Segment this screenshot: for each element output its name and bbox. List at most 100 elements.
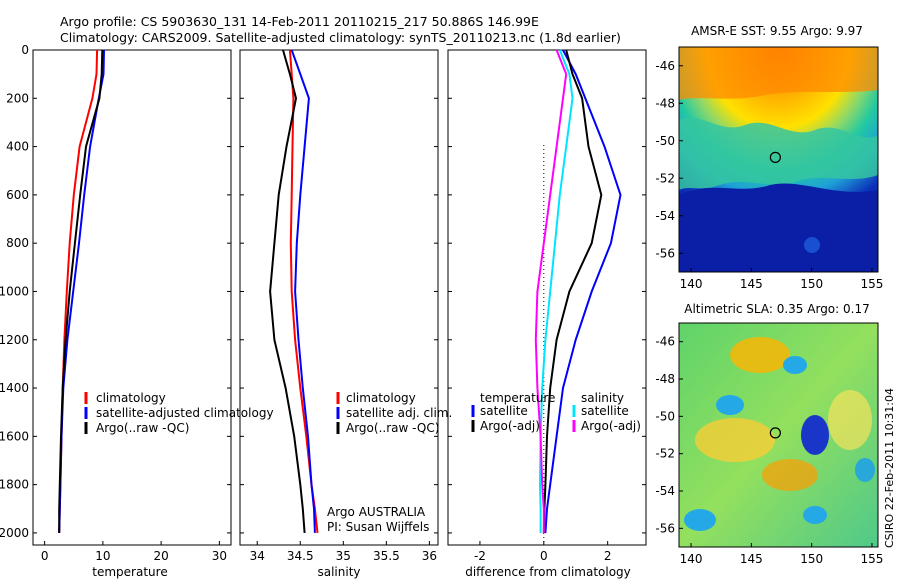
map-x-tick-label: 145 [740, 552, 763, 566]
map-x-tick-label: 150 [800, 277, 823, 291]
y-tick-label: 1800 [0, 478, 29, 492]
salinity-legend: climatology satellite adj. clim. Argo(..… [336, 391, 452, 435]
salinity-xlabel: salinity [317, 565, 360, 579]
map-y-tick-label: -46 [655, 59, 675, 73]
salinity-annotation-line1: Argo AUSTRALIA [327, 505, 426, 519]
y-tick-label: 800 [6, 236, 29, 250]
legend-group-salinity: salinity [581, 391, 624, 405]
map-x-tick-label: 140 [680, 277, 703, 291]
y-tick-label: 1600 [0, 429, 29, 443]
legend-label-argo: Argo(..raw -QC) [96, 421, 189, 435]
map-y-tick-label: -56 [655, 521, 675, 535]
sla-low-2 [716, 395, 744, 415]
temperature-plot: 0 10 20 30 0 200 400 600 800 1000 1200 1400 1600 1800… [0, 43, 231, 563]
sla-argo-position-marker [769, 427, 781, 439]
map-x-tick-label: 140 [680, 552, 703, 566]
sla-high-4 [828, 390, 872, 450]
x-tick-label: 34.5 [287, 549, 314, 563]
series-line-satellite-adj-clim- [290, 49, 316, 533]
map-y-tick-label: -48 [655, 96, 675, 110]
series-line-temperature-satellite [544, 49, 622, 533]
sla-high-1 [730, 337, 790, 373]
legend-label-satellite: satellite-adjusted climatology [96, 406, 274, 420]
map-x-tick-label: 155 [861, 277, 884, 291]
legend-label-argo: Argo(..raw -QC) [346, 421, 439, 435]
x-tick-label: 35 [336, 549, 351, 563]
x-tick-label: 2 [604, 549, 612, 563]
difference-axes [447, 49, 647, 546]
legend-label-temp-argo: Argo(-adj) [480, 419, 540, 433]
figure-title-line2: Climatology: CARS2009. Satellite-adjuste… [60, 30, 621, 45]
temperature-xlabel: temperature [92, 565, 167, 579]
y-tick-label: 400 [6, 140, 29, 154]
sla-low-1 [801, 415, 829, 455]
csiro-timestamp: CSIRO 22-Feb-2011 10:31:04 [883, 388, 896, 548]
salinity-annotation-line2: PI: Susan Wijffels [327, 520, 429, 534]
x-tick-label: 36 [422, 549, 437, 563]
sst-cold-water [679, 183, 878, 272]
legend-label-temp-satellite: satellite [480, 404, 528, 418]
temperature-axes [32, 49, 232, 546]
y-tick-label: 1000 [0, 284, 29, 298]
x-tick-label: 10 [95, 549, 110, 563]
sla-high-2 [695, 418, 775, 462]
map-x-tick-label: 155 [861, 552, 884, 566]
difference-legend: temperature satellite Argo(-adj) salinit… [471, 391, 641, 433]
y-tick-label: 1200 [0, 333, 29, 347]
sst-map-frame [678, 46, 879, 273]
sst-heatmap [679, 47, 878, 272]
x-tick-label: 35.5 [373, 549, 400, 563]
x-tick-label: 30 [212, 549, 227, 563]
sla-map-title: Altimetric SLA: 0.35 Argo: 0.17 [684, 302, 869, 316]
sst-warm-band [679, 47, 878, 100]
sst-map-ticks: 140 145 150 155 -46 -48 -50 -52 -54 -56 [655, 59, 883, 291]
sla-low-4 [684, 509, 716, 531]
map-y-tick-label: -50 [655, 134, 675, 148]
x-tick-label: 20 [153, 549, 168, 563]
x-tick-label: 34 [250, 549, 265, 563]
sst-argo-position-marker [769, 151, 781, 163]
sla-low-3 [783, 356, 807, 374]
series-line-salinity-satellite [538, 49, 574, 533]
series-line-salinity-argo-adj- [534, 49, 568, 533]
y-tick-label: 2000 [0, 526, 29, 540]
sla-low-5 [803, 506, 827, 524]
map-y-tick-label: -52 [655, 447, 675, 461]
figure-title-line1: Argo profile: CS 5903630_131 14-Feb-2011… [60, 14, 539, 29]
map-y-tick-label: -50 [655, 409, 675, 423]
map-y-tick-label: -46 [655, 335, 675, 349]
x-tick-label: 0 [41, 549, 49, 563]
legend-label-climatology: climatology [346, 391, 416, 405]
sla-heatmap [679, 323, 878, 547]
map-x-tick-label: 150 [800, 552, 823, 566]
map-y-tick-label: -56 [655, 246, 675, 260]
sst-eddy [804, 237, 820, 253]
y-tick-label: 0 [21, 43, 29, 57]
legend-label-sal-satellite: satellite [581, 404, 629, 418]
y-tick-label: 200 [6, 91, 29, 105]
legend-label-sal-argo: Argo(-adj) [581, 419, 641, 433]
temperature-legend: climatology satellite-adjusted climatolo… [84, 391, 274, 435]
sst-map-title: AMSR-E SST: 9.55 Argo: 9.97 [691, 24, 863, 38]
series-line-argo-raw-qc- [58, 49, 104, 533]
x-tick-label: 0 [540, 549, 548, 563]
map-y-tick-label: -48 [655, 372, 675, 386]
sla-low-6 [855, 458, 875, 482]
x-tick-label: -2 [474, 549, 486, 563]
map-y-tick-label: -54 [655, 209, 675, 223]
salinity-plot: 34 34.5 35 35.5 36 [240, 49, 438, 563]
series-line-argo-raw-qc- [269, 49, 306, 533]
legend-label-climatology: climatology [96, 391, 166, 405]
map-y-tick-label: -52 [655, 171, 675, 185]
series-line-temperature-argo-adj- [542, 49, 603, 533]
difference-plot: -2 0 2 [448, 49, 646, 563]
difference-xlabel: difference from climatology [465, 565, 631, 579]
sla-map-ticks: 140 145 150 155 -46 -48 -50 -52 -54 -56 [655, 335, 883, 566]
y-tick-label: 600 [6, 188, 29, 202]
map-y-tick-label: -54 [655, 484, 675, 498]
sla-map-frame [678, 322, 879, 548]
sla-high-3 [762, 459, 818, 491]
legend-label-satellite: satellite adj. clim. [346, 406, 452, 420]
map-x-tick-label: 145 [740, 277, 763, 291]
